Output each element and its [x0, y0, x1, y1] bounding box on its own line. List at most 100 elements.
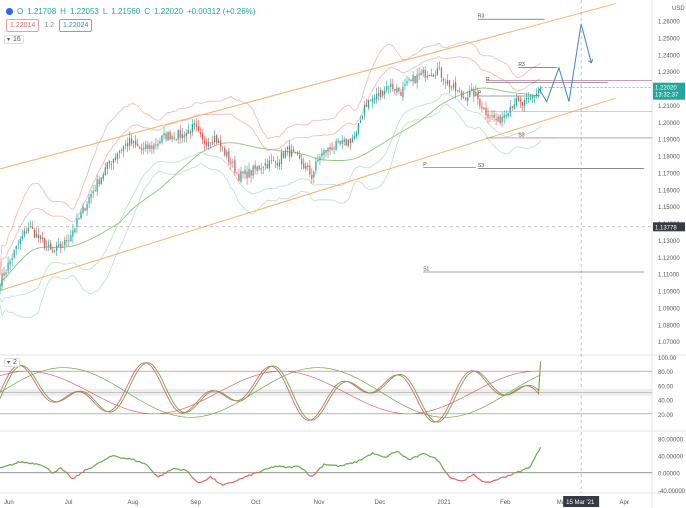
bollinger-lower-outer [0, 104, 541, 319]
candle-body [408, 79, 410, 81]
countdown-label: 13:32:37 [655, 93, 679, 99]
candle-body [479, 98, 481, 107]
candle-body [116, 153, 119, 159]
candle-body [15, 245, 17, 250]
candle-body [454, 82, 457, 92]
candle-body [43, 238, 46, 249]
candle-body [114, 157, 117, 160]
price-tick-label: 1.21000 [658, 104, 680, 110]
pivot-level-label: R3 [518, 62, 525, 68]
oscillator-line [52, 471, 56, 474]
candle-body [481, 106, 483, 109]
candle-body [282, 152, 285, 159]
ohlc-low-key: L [102, 6, 108, 16]
bid-badge[interactable]: 1.22014 [6, 19, 40, 32]
candle-body [345, 139, 347, 146]
pivot-level-label: P [478, 90, 482, 96]
indicator-tag-stoch-label: 2 [13, 359, 17, 366]
candle-body [517, 96, 519, 101]
candle-body [159, 141, 161, 144]
candle-body [380, 90, 382, 98]
price-tick-label: 1.09000 [658, 306, 680, 312]
candle-body [359, 120, 362, 123]
candle-body [396, 87, 398, 93]
candle-body [102, 174, 104, 180]
candle-body [252, 166, 254, 176]
candle-body [329, 147, 331, 150]
ohlc-high: 1.22053 [69, 6, 99, 16]
candle-body [193, 122, 196, 125]
price-badges: 1.22014 1.2 1.22024 [6, 19, 93, 32]
candle-body [284, 150, 287, 158]
price-tick-label: 1.07000 [658, 340, 680, 346]
pivot-level-label: S3 [518, 132, 524, 138]
pivot-level-label: S1 [423, 267, 429, 273]
time-tick-label: Aug [128, 500, 139, 506]
candle-body [214, 135, 216, 143]
price-tick-label: 1.24000 [658, 53, 680, 59]
candle-body [52, 250, 54, 252]
price-tick-label: 1.19000 [658, 138, 680, 144]
candle-body [292, 149, 295, 152]
candle-body [72, 230, 74, 237]
candle-body [84, 208, 86, 211]
bollinger-upper-outer [0, 40, 541, 270]
candle-body [402, 86, 404, 98]
pivot-level-label: R3 [478, 14, 485, 20]
candle-body [64, 239, 66, 246]
candle-body [37, 234, 40, 239]
candle-body [311, 174, 313, 179]
candle-body [337, 140, 339, 142]
candle-body [523, 100, 526, 106]
candle-body [505, 115, 507, 117]
candle-body [307, 165, 309, 167]
candle-body [234, 160, 236, 173]
price-tick-label: 1.26000 [658, 20, 680, 26]
candle-body [90, 194, 92, 198]
candle-body [299, 154, 301, 158]
candle-body [58, 244, 60, 247]
candle-body [205, 142, 208, 146]
ask-badge[interactable]: 1.22024 [59, 19, 93, 32]
price-tick-label: 1.17000 [658, 171, 680, 177]
collapse-chevron-icon: ▾ [7, 37, 11, 43]
candle-body [62, 246, 64, 248]
bollinger-lower-inner [0, 93, 541, 303]
candle-body [78, 218, 80, 220]
candle-body [98, 179, 100, 185]
oscillator-line [257, 465, 309, 475]
oscillator-line [54, 467, 68, 474]
indicator-tag-main[interactable]: ▾ 16 [4, 35, 24, 44]
ohlc-open-key: O [17, 6, 24, 16]
candle-body [96, 179, 98, 192]
candle-body [31, 227, 34, 229]
candle-body [475, 91, 477, 97]
candle-body [430, 75, 432, 76]
candle-body [179, 130, 181, 139]
candle-body [485, 107, 487, 116]
indicator-tag-stoch[interactable]: ▾ 2 [4, 358, 20, 367]
candle-body [149, 145, 151, 149]
candle-body [110, 163, 112, 165]
price-tick-label: 1.11000 [658, 273, 680, 279]
candle-body [9, 260, 11, 265]
candle-body [294, 152, 297, 154]
candle-body [357, 123, 360, 134]
candle-body [209, 142, 212, 144]
candle-body [0, 287, 1, 291]
oscillator-line [189, 471, 258, 487]
candle-body [94, 190, 96, 192]
candle-body [477, 93, 479, 100]
candle-body [341, 140, 343, 144]
price-tick-label: 1.12000 [658, 256, 680, 262]
candle-body [351, 138, 353, 142]
stoch-tick-label: 60.00 [658, 384, 674, 390]
candle-body [258, 165, 260, 170]
last-price-tag [653, 82, 685, 100]
candle-body [467, 97, 469, 102]
candle-body [410, 79, 412, 81]
candle-body [49, 243, 52, 250]
candle-body [21, 236, 23, 239]
candle-body [128, 137, 131, 146]
